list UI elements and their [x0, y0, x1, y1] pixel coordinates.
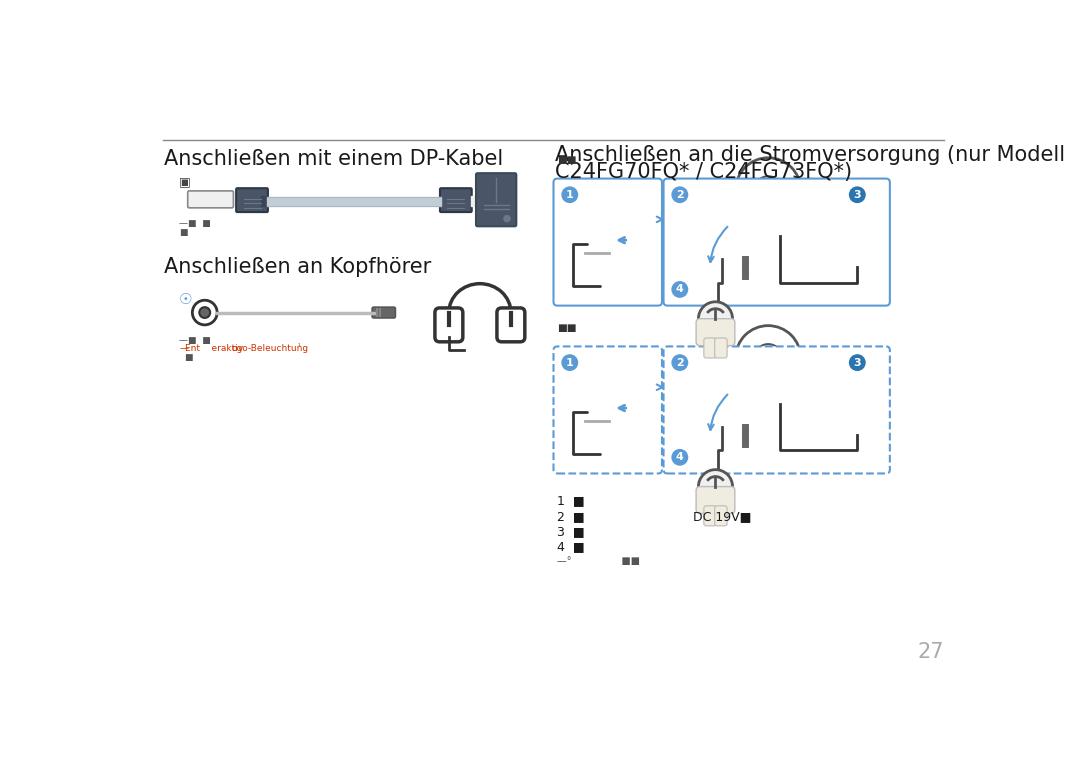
Circle shape	[754, 344, 782, 372]
FancyBboxPatch shape	[715, 338, 727, 358]
FancyBboxPatch shape	[724, 441, 766, 452]
FancyBboxPatch shape	[634, 386, 644, 406]
FancyBboxPatch shape	[704, 506, 716, 526]
Circle shape	[754, 176, 782, 204]
Bar	[597, 452, 604, 459]
Circle shape	[699, 302, 732, 336]
Text: 4  ■: 4 ■	[557, 540, 585, 553]
Bar	[714, 395, 724, 412]
Text: 27: 27	[918, 642, 944, 662]
Text: 1: 1	[566, 190, 573, 200]
FancyBboxPatch shape	[827, 226, 861, 270]
Text: 3: 3	[853, 358, 861, 368]
Bar	[727, 227, 734, 238]
Text: 4: 4	[676, 452, 684, 462]
Text: ■■: ■■	[557, 155, 577, 165]
FancyBboxPatch shape	[440, 188, 472, 212]
FancyBboxPatch shape	[497, 308, 525, 342]
FancyBboxPatch shape	[663, 346, 890, 474]
Circle shape	[735, 326, 800, 391]
Circle shape	[735, 158, 800, 223]
Text: Anschließen an die Stromversorgung (nur Modell: Anschließen an die Stromversorgung (nur …	[555, 146, 1065, 166]
Bar	[714, 227, 724, 244]
Circle shape	[850, 355, 865, 370]
FancyBboxPatch shape	[851, 214, 887, 288]
Text: 2: 2	[676, 358, 684, 368]
Circle shape	[672, 449, 688, 465]
FancyBboxPatch shape	[743, 383, 766, 402]
Text: —°                ■■: —° ■■	[557, 556, 640, 566]
FancyBboxPatch shape	[554, 179, 662, 306]
Text: —■  ■: —■ ■	[179, 336, 211, 345]
FancyBboxPatch shape	[615, 396, 649, 437]
FancyBboxPatch shape	[715, 506, 727, 526]
Circle shape	[672, 282, 688, 297]
FancyBboxPatch shape	[627, 218, 636, 238]
Text: ■: ■	[185, 353, 193, 362]
FancyBboxPatch shape	[743, 215, 766, 234]
Text: 3: 3	[853, 190, 861, 200]
Text: ogo-Beleuchtung: ogo-Beleuchtung	[231, 344, 308, 353]
Circle shape	[699, 470, 732, 504]
FancyBboxPatch shape	[697, 319, 734, 346]
FancyBboxPatch shape	[615, 228, 649, 269]
Text: DC 19V■: DC 19V■	[693, 510, 752, 523]
Text: C24FG70FQ* / C24FG73FQ*): C24FG70FQ* / C24FG73FQ*)	[555, 162, 852, 182]
Circle shape	[200, 307, 211, 318]
Text: 1  ■: 1 ■	[557, 494, 585, 507]
Text: 2  ■: 2 ■	[557, 510, 585, 523]
Circle shape	[672, 355, 688, 370]
Circle shape	[562, 187, 578, 202]
Circle shape	[192, 300, 217, 325]
Text: ■: ■	[179, 228, 188, 237]
Text: —■  ■: —■ ■	[179, 220, 211, 228]
FancyBboxPatch shape	[373, 307, 395, 318]
FancyBboxPatch shape	[237, 188, 268, 212]
FancyBboxPatch shape	[554, 346, 662, 474]
Text: —: —	[179, 344, 188, 353]
FancyBboxPatch shape	[634, 218, 644, 238]
FancyBboxPatch shape	[827, 394, 861, 438]
FancyBboxPatch shape	[663, 179, 890, 306]
Bar	[597, 285, 604, 291]
FancyBboxPatch shape	[627, 386, 636, 406]
Text: 3  ■: 3 ■	[557, 525, 585, 538]
FancyBboxPatch shape	[476, 173, 516, 227]
Circle shape	[850, 187, 865, 202]
FancyBboxPatch shape	[851, 382, 887, 456]
Text: 1: 1	[566, 358, 573, 368]
Bar	[260, 195, 267, 206]
Circle shape	[562, 355, 578, 370]
FancyBboxPatch shape	[620, 386, 630, 406]
Circle shape	[504, 215, 510, 222]
Text: ▣: ▣	[179, 175, 191, 188]
Text: ■■: ■■	[557, 323, 577, 333]
Bar	[584, 404, 609, 440]
Text: ☉: ☉	[179, 291, 193, 307]
FancyBboxPatch shape	[704, 338, 716, 358]
FancyBboxPatch shape	[724, 273, 766, 284]
Text: Ent    eraktiv: Ent eraktiv	[185, 344, 243, 353]
Text: Anschließen mit einem DP-Kabel: Anschließen mit einem DP-Kabel	[164, 150, 503, 169]
Circle shape	[672, 187, 688, 202]
Text: Anschließen an Kopfhörer: Anschließen an Kopfhörer	[164, 257, 432, 277]
FancyBboxPatch shape	[700, 199, 789, 262]
FancyBboxPatch shape	[188, 191, 233, 208]
FancyBboxPatch shape	[620, 218, 630, 238]
Bar	[584, 236, 609, 272]
Text: 4: 4	[676, 285, 684, 295]
Text: ¹: ¹	[298, 344, 300, 350]
Text: 2: 2	[676, 190, 684, 200]
FancyBboxPatch shape	[435, 308, 463, 342]
FancyBboxPatch shape	[697, 487, 734, 513]
FancyBboxPatch shape	[700, 367, 789, 430]
Bar	[471, 195, 476, 206]
Bar	[727, 395, 734, 406]
